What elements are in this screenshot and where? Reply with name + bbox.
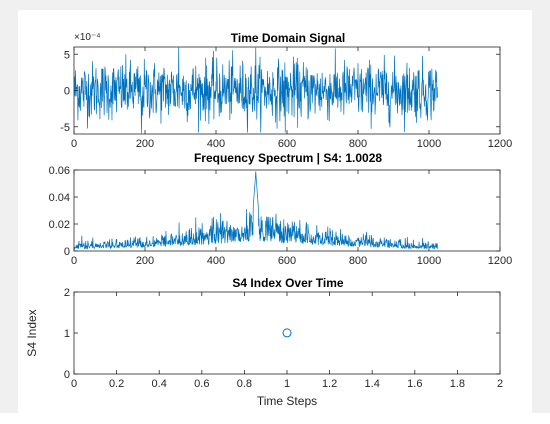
y-tick-label: 0.06 (49, 165, 70, 177)
x-tick-label: 400 (207, 138, 225, 150)
y-tick-label: 1 (64, 328, 70, 340)
x-tick-label: 600 (278, 138, 296, 150)
axes-3-ylabel: S4 Index (25, 309, 39, 356)
series-line-time-signal (74, 47, 438, 134)
axes-s4-index: S4 Index Over Time 0 0.2 0.4 0.6 0.8 1 1.2 1.4 1… (25, 276, 503, 408)
x-tick-label: 600 (278, 255, 296, 267)
x-tick-label: 1.4 (365, 378, 380, 390)
x-tick-label: 0.8 (237, 378, 252, 390)
x-tick-label: 1 (284, 378, 290, 390)
axes-1-title: Time Domain Signal (231, 31, 345, 45)
x-tick-label: 1200 (488, 255, 512, 267)
y-tick-label: 2 (64, 287, 70, 299)
axes-time-domain: Time Domain Signal ×10⁻⁴ 0 200 400 600 800 10… (60, 31, 512, 150)
bottom-strip (0, 413, 550, 424)
x-tick-label: 2 (497, 378, 503, 390)
x-tick-label: 0.4 (152, 378, 167, 390)
axes-3-plot-area (282, 328, 292, 338)
axes-3-box (73, 291, 501, 375)
x-tick-label: 0.6 (194, 378, 209, 390)
axes-frequency-spectrum: Frequency Spectrum | S4: 1.0028 0 200 400 6… (49, 151, 513, 267)
x-tick-label: 0 (71, 255, 77, 267)
axes-1-plot-area (74, 47, 438, 134)
x-tick-label: 0 (71, 138, 77, 150)
axes-1-ticks: 0 200 400 600 800 1000 1200-505 (60, 47, 512, 150)
x-tick-label: 1000 (417, 138, 441, 150)
x-tick-label: 800 (349, 138, 367, 150)
x-tick-label: 1.8 (450, 378, 465, 390)
axes-3-xlabel: Time Steps (257, 394, 317, 408)
x-tick-label: 1200 (488, 138, 512, 150)
figure-svg: Time Domain Signal ×10⁻⁴ 0 200 400 600 800 10… (25, 31, 513, 408)
x-tick-label: 200 (136, 255, 154, 267)
x-tick-label: 1.6 (407, 378, 422, 390)
x-tick-label: 1000 (417, 255, 441, 267)
x-tick-label: 1.2 (322, 378, 337, 390)
x-tick-label: 400 (207, 255, 225, 267)
y-tick-label: 0 (64, 86, 70, 98)
axes-2-ticks: 0 200 400 600 800 1000 1200 0 0.02 0.04 0.06 (49, 165, 513, 267)
series-line-spectrum (74, 171, 438, 250)
x-tick-label: 0.2 (109, 378, 124, 390)
y-tick-label: 0 (64, 369, 70, 381)
y-tick-label: 0.02 (49, 219, 70, 231)
x-tick-label: 800 (349, 255, 367, 267)
data-point-marker (282, 328, 292, 338)
axes-1-exponent-label: ×10⁻⁴ (74, 32, 101, 43)
x-tick-label: 200 (136, 138, 154, 150)
y-tick-label: 0 (64, 246, 70, 258)
figure-canvas: Time Domain Signal ×10⁻⁴ 0 200 400 600 800 10… (18, 10, 532, 413)
y-tick-label: -5 (60, 122, 70, 134)
axes-3-ticks: 0 0.2 0.4 0.6 0.8 1 1.2 1.4 1.6 1.8 2 0 1 2 (64, 287, 503, 390)
axes-3-title: S4 Index Over Time (232, 276, 343, 290)
axes-2-plot-area (74, 171, 438, 250)
axes-2-title: Frequency Spectrum | S4: 1.0028 (194, 151, 382, 165)
y-tick-label: 0.04 (49, 192, 70, 204)
y-tick-label: 5 (64, 49, 70, 61)
x-tick-label: 0 (71, 378, 77, 390)
